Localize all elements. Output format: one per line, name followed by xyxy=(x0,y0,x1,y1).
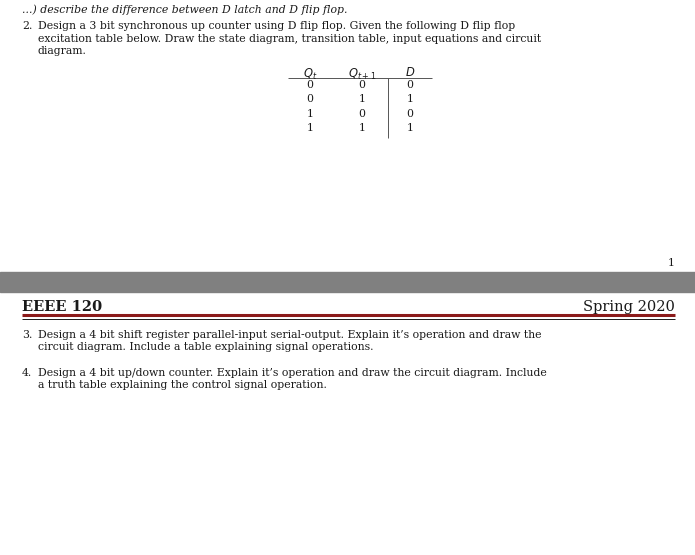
Text: Design a 4 bit up/down counter. Explain it’s operation and draw the circuit diag: Design a 4 bit up/down counter. Explain … xyxy=(38,367,547,377)
Text: Spring 2020: Spring 2020 xyxy=(583,300,675,314)
Text: 1: 1 xyxy=(306,123,313,133)
Text: 0: 0 xyxy=(407,80,414,90)
Text: 2.: 2. xyxy=(22,21,33,31)
Text: Design a 4 bit shift register parallel-input serial-output. Explain it’s operati: Design a 4 bit shift register parallel-i… xyxy=(38,330,541,340)
Bar xyxy=(0,272,695,292)
Text: ...) describe the difference between D latch and D flip flop.: ...) describe the difference between D l… xyxy=(22,4,348,14)
Text: $D$: $D$ xyxy=(405,67,415,79)
Text: circuit diagram. Include a table explaining signal operations.: circuit diagram. Include a table explain… xyxy=(38,342,373,352)
Text: 1: 1 xyxy=(306,109,313,119)
Text: 3.: 3. xyxy=(22,330,33,340)
Text: excitation table below. Draw the state diagram, transition table, input equation: excitation table below. Draw the state d… xyxy=(38,33,541,43)
Text: 1: 1 xyxy=(359,123,366,133)
Text: EEEE 120: EEEE 120 xyxy=(22,300,102,314)
Text: 0: 0 xyxy=(359,80,366,90)
Text: $Q_{t+1}$: $Q_{t+1}$ xyxy=(348,67,376,82)
Text: 4.: 4. xyxy=(22,367,32,377)
Text: 1: 1 xyxy=(668,258,675,268)
Text: 0: 0 xyxy=(359,109,366,119)
Text: 1: 1 xyxy=(407,94,414,104)
Text: 0: 0 xyxy=(407,109,414,119)
Text: 0: 0 xyxy=(306,94,313,104)
Text: 1: 1 xyxy=(359,94,366,104)
Text: 1: 1 xyxy=(407,123,414,133)
Text: 0: 0 xyxy=(306,80,313,90)
Text: $Q_t$: $Q_t$ xyxy=(303,67,317,82)
Bar xyxy=(0,292,695,555)
Text: a truth table explaining the control signal operation.: a truth table explaining the control sig… xyxy=(38,380,327,390)
Text: diagram.: diagram. xyxy=(38,46,87,56)
Text: Design a 3 bit synchronous up counter using D flip flop. Given the following D f: Design a 3 bit synchronous up counter us… xyxy=(38,21,515,31)
Bar xyxy=(0,0,695,272)
